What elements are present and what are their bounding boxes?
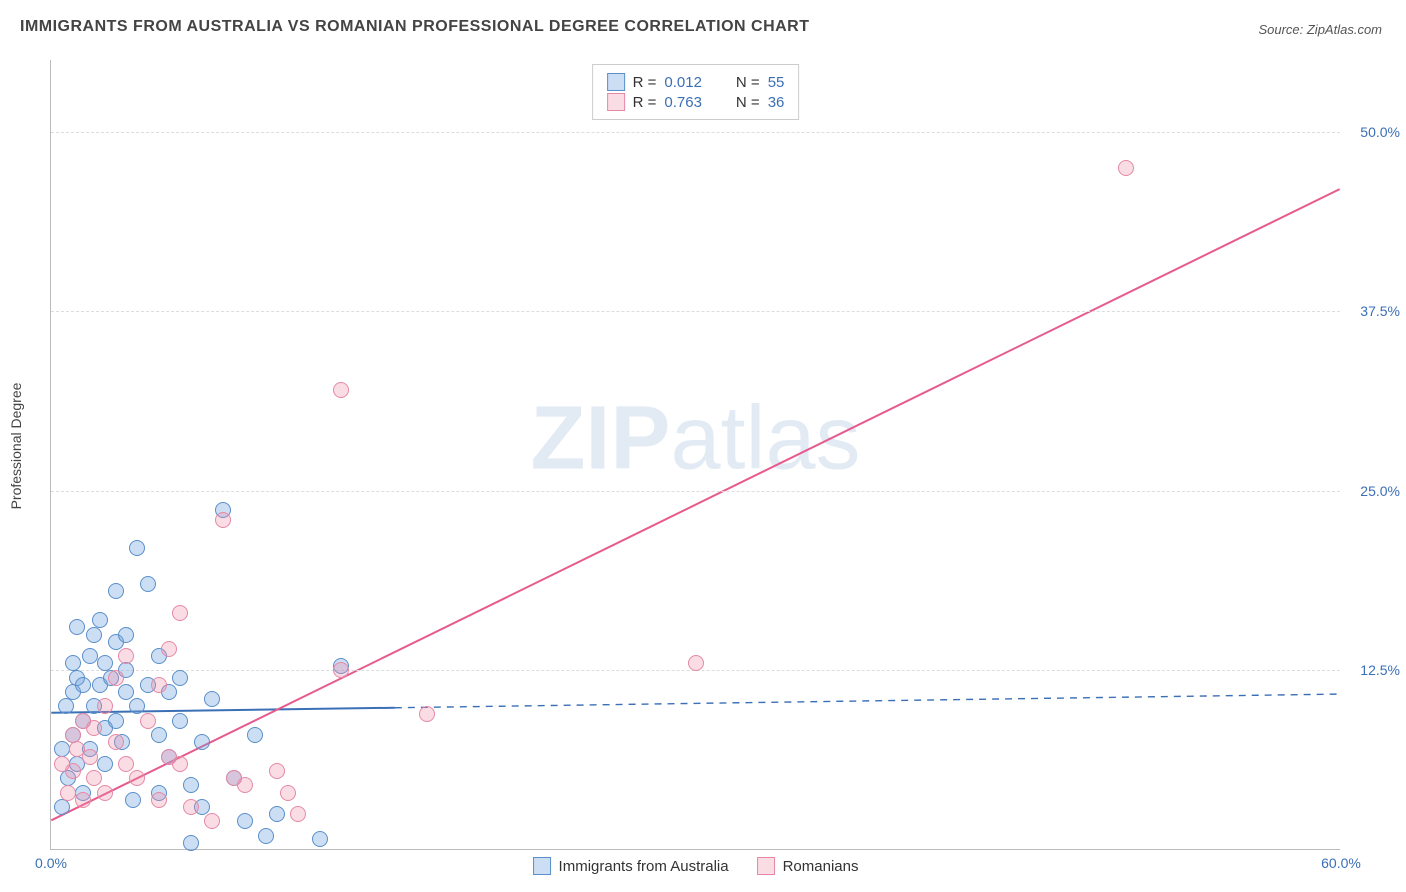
scatter-point — [60, 785, 76, 801]
scatter-point — [172, 605, 188, 621]
scatter-point — [97, 785, 113, 801]
scatter-point — [58, 698, 74, 714]
scatter-point — [247, 727, 263, 743]
scatter-point — [118, 627, 134, 643]
scatter-point — [290, 806, 306, 822]
scatter-point — [312, 831, 328, 847]
scatter-point — [183, 835, 199, 851]
scatter-point — [92, 612, 108, 628]
y-tick-label: 25.0% — [1360, 483, 1400, 499]
scatter-chart: ZIPatlas R = 0.012 N = 55 R = 0.763 N = … — [50, 60, 1340, 850]
y-axis-label: Professional Degree — [8, 383, 24, 510]
scatter-point — [1118, 160, 1134, 176]
scatter-point — [333, 662, 349, 678]
series-legend: Immigrants from Australia Romanians — [533, 857, 859, 875]
chart-title: IMMIGRANTS FROM AUSTRALIA VS ROMANIAN PR… — [20, 18, 810, 36]
gridline — [51, 311, 1340, 312]
scatter-point — [108, 670, 124, 686]
x-tick-label: 0.0% — [35, 855, 67, 871]
y-tick-label: 37.5% — [1360, 303, 1400, 319]
scatter-point — [118, 684, 134, 700]
scatter-point — [129, 540, 145, 556]
scatter-point — [172, 670, 188, 686]
scatter-point — [269, 806, 285, 822]
scatter-point — [215, 512, 231, 528]
scatter-point — [172, 756, 188, 772]
scatter-point — [161, 641, 177, 657]
scatter-point — [172, 713, 188, 729]
scatter-point — [151, 677, 167, 693]
trend-lines-layer — [51, 60, 1340, 849]
scatter-point — [54, 799, 70, 815]
legend-row-series-b: R = 0.763 N = 36 — [607, 93, 785, 111]
swatch-series-a-bottom — [533, 857, 551, 875]
scatter-point — [140, 713, 156, 729]
scatter-point — [118, 648, 134, 664]
scatter-point — [82, 749, 98, 765]
scatter-point — [183, 799, 199, 815]
scatter-point — [204, 691, 220, 707]
scatter-point — [204, 813, 220, 829]
source-attribution: Source: ZipAtlas.com — [1258, 22, 1382, 37]
scatter-point — [151, 727, 167, 743]
scatter-point — [269, 763, 285, 779]
legend-item-series-b: Romanians — [757, 857, 859, 875]
swatch-series-b — [607, 93, 625, 111]
scatter-point — [108, 734, 124, 750]
scatter-point — [82, 648, 98, 664]
scatter-point — [688, 655, 704, 671]
scatter-point — [86, 627, 102, 643]
scatter-point — [280, 785, 296, 801]
scatter-point — [65, 763, 81, 779]
scatter-point — [86, 770, 102, 786]
scatter-point — [129, 698, 145, 714]
legend-row-series-a: R = 0.012 N = 55 — [607, 73, 785, 91]
scatter-point — [140, 576, 156, 592]
scatter-point — [333, 382, 349, 398]
legend-item-series-a: Immigrants from Australia — [533, 857, 729, 875]
scatter-point — [108, 713, 124, 729]
scatter-point — [237, 777, 253, 793]
scatter-point — [86, 720, 102, 736]
gridline — [51, 491, 1340, 492]
scatter-point — [419, 706, 435, 722]
scatter-point — [69, 619, 85, 635]
scatter-point — [237, 813, 253, 829]
trend-line-dashed — [395, 694, 1340, 708]
y-tick-label: 50.0% — [1360, 124, 1400, 140]
scatter-point — [151, 792, 167, 808]
swatch-series-a — [607, 73, 625, 91]
scatter-point — [75, 677, 91, 693]
scatter-point — [258, 828, 274, 844]
scatter-point — [194, 734, 210, 750]
trend-line-solid — [51, 189, 1339, 820]
scatter-point — [97, 756, 113, 772]
x-tick-label: 60.0% — [1321, 855, 1361, 871]
scatter-point — [75, 792, 91, 808]
scatter-point — [129, 770, 145, 786]
scatter-point — [183, 777, 199, 793]
scatter-point — [97, 698, 113, 714]
scatter-point — [118, 756, 134, 772]
gridline — [51, 132, 1340, 133]
scatter-point — [108, 583, 124, 599]
correlation-legend: R = 0.012 N = 55 R = 0.763 N = 36 — [592, 64, 800, 120]
y-tick-label: 12.5% — [1360, 662, 1400, 678]
watermark: ZIPatlas — [530, 387, 860, 490]
scatter-point — [125, 792, 141, 808]
swatch-series-b-bottom — [757, 857, 775, 875]
